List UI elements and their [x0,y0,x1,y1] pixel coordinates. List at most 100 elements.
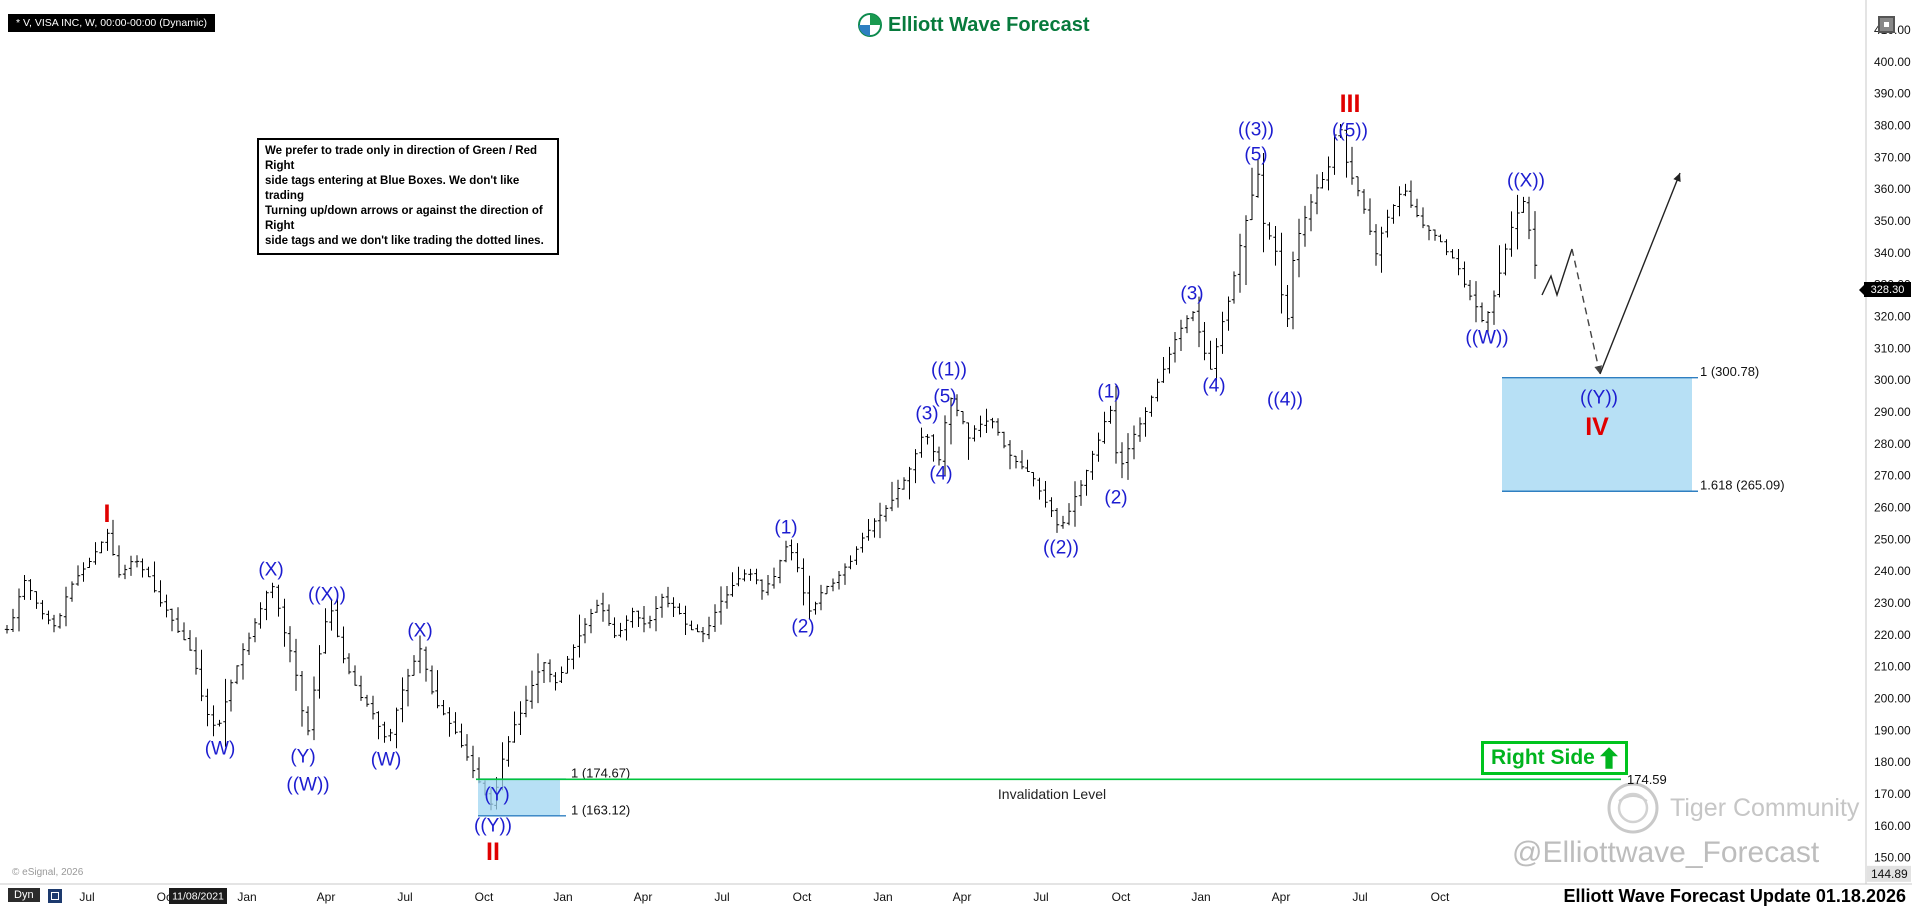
elliott-wave-label: (Y) [290,747,315,768]
wave-IV-blue-box [1502,377,1692,492]
elliott-wave-label: (Y) [484,785,509,806]
last-price-badge: 328.30 [1859,282,1911,297]
elliott-wave-label: (2) [791,617,814,638]
time-axis-label: Apr [953,890,972,904]
elliott-wave-forecast-logo: Elliott Wave Forecast [858,13,1090,37]
elliott-wave-label: (4) [929,464,952,485]
invalidation-level-caption: Invalidation Level [998,786,1106,802]
elliott-wave-label: (4) [1202,376,1225,397]
price-axis-label: 390.00 [1874,87,1911,101]
elliott-wave-label: (1) [774,518,797,539]
fib-level-label: 1.618 (265.09) [1700,478,1785,493]
forecast-update-caption: Elliott Wave Forecast Update 01.18.2026 [1563,886,1906,906]
note-line: side tags entering at Blue Boxes. We don… [265,175,520,202]
ewf-logo-icon [858,13,882,37]
symbol-title-bar: * V, VISA INC, W, 00:00-00:00 (Dynamic) [8,14,216,32]
price-axis-label: 290.00 [1874,405,1911,419]
tiger-logo-icon [1607,782,1659,834]
time-axis-label: Oct [793,890,812,904]
elliott-wave-label: ((W)) [286,775,329,796]
time-axis-label: Oct [475,890,494,904]
price-axis-label: 230.00 [1874,596,1911,610]
time-axis-label: Jan [553,890,572,904]
price-axis-label: 380.00 [1874,118,1911,132]
elliott-wave-label: (5) [933,387,956,408]
elliott-wave-label: ((3)) [1238,120,1274,141]
bottom-price-badge [1867,865,1911,882]
elliott-wave-label: ((Y)) [474,816,512,837]
watermark-community-label: Tiger Community [1670,793,1860,822]
time-axis-label: Jul [1033,890,1048,904]
note-line: Turning up/down arrows or against the di… [265,205,543,232]
note-line: We prefer to trade only in direction of … [265,145,537,172]
elliott-wave-label: (3) [1180,284,1203,305]
elliott-wave-label: ((4)) [1267,390,1303,411]
price-axis-label: 270.00 [1874,469,1911,483]
price-axis-label: 360.00 [1874,182,1911,196]
time-axis-label: Jan [873,890,892,904]
elliott-wave-label: ((1)) [931,360,967,381]
wave-II-blue-box [478,779,560,816]
elliott-wave-label: ((W)) [1465,328,1508,349]
note-line: side tags and we don't like trading the … [265,235,544,247]
time-axis-label: Apr [1272,890,1291,904]
fib-level-label: 1 (163.12) [571,802,630,817]
time-axis-label: Jul [397,890,412,904]
dyn-mode-badge[interactable]: Dyn [8,888,40,902]
price-axis-label: 280.00 [1874,437,1911,451]
invalidation-price-label: 174.59 [1627,772,1667,787]
price-axis-label: 220.00 [1874,628,1911,642]
restore-window-icon[interactable] [1878,16,1895,33]
arrowhead [1673,173,1681,182]
elliott-wave-label: ((X)) [308,585,346,606]
time-axis-label: Jul [1352,890,1367,904]
chart-style-icon[interactable] [48,889,62,903]
price-axis-label: 310.00 [1874,341,1911,355]
elliott-wave-label: ((2)) [1043,538,1079,559]
price-axis-label: 200.00 [1874,691,1911,705]
elliott-wave-label: I [104,500,111,528]
trading-note-box: We prefer to trade only in direction of … [257,138,559,255]
esignal-copyright: © eSignal, 2026 [12,867,84,878]
projection-dashed-line [1571,248,1601,375]
selected-date-label: 11/08/2021 [172,891,224,903]
price-axis-label: 160.00 [1874,819,1911,833]
elliott-wave-label: (X) [258,560,283,581]
elliott-wave-label: (1) [1097,382,1120,403]
price-axis-label: 170.00 [1874,787,1911,801]
elliott-wave-label: (2) [1104,488,1127,509]
watermark-handle: @Elliottwave_Forecast [1512,836,1820,869]
price-axis-label: 260.00 [1874,500,1911,514]
right-side-label: Right Side [1491,746,1595,769]
elliott-wave-label: IV [1585,413,1609,441]
projection-zigzag [1541,248,1573,298]
price-axis-label: 190.00 [1874,723,1911,737]
elliott-wave-label: III [1340,90,1361,118]
time-axis-label: Jan [237,890,256,904]
elliott-wave-label: (X) [407,621,432,642]
fib-level-label: 1 (300.78) [1700,364,1759,379]
elliott-wave-label: (5) [1244,145,1267,166]
price-axis-label: 210.00 [1874,660,1911,674]
elliott-wave-label: ((5)) [1332,121,1368,142]
price-axis-label: 320.00 [1874,309,1911,323]
elliott-wave-label: (W) [205,739,236,760]
elliott-wave-label: ((Y)) [1580,388,1618,409]
time-axis-label: Oct [1112,890,1131,904]
price-axis-label: 350.00 [1874,214,1911,228]
watermark-tiger-community: Tiger Community [1606,781,1859,835]
projection-up-line [1599,172,1681,375]
selected-date-badge [169,888,227,904]
time-axis-label: Oct [1431,890,1450,904]
price-axis-label: 150.00 [1874,851,1911,865]
right-side-tag: Right Side [1481,741,1628,775]
time-axis-label: Apr [317,890,336,904]
price-axis-label: 180.00 [1874,755,1911,769]
time-axis-label: Jan [1191,890,1210,904]
elliott-wave-label: (3) [915,404,938,425]
price-axis-label: 300.00 [1874,373,1911,387]
elliott-wave-label: (W) [371,750,402,771]
price-axis-label: 370.00 [1874,150,1911,164]
up-arrow-icon [1599,747,1618,769]
